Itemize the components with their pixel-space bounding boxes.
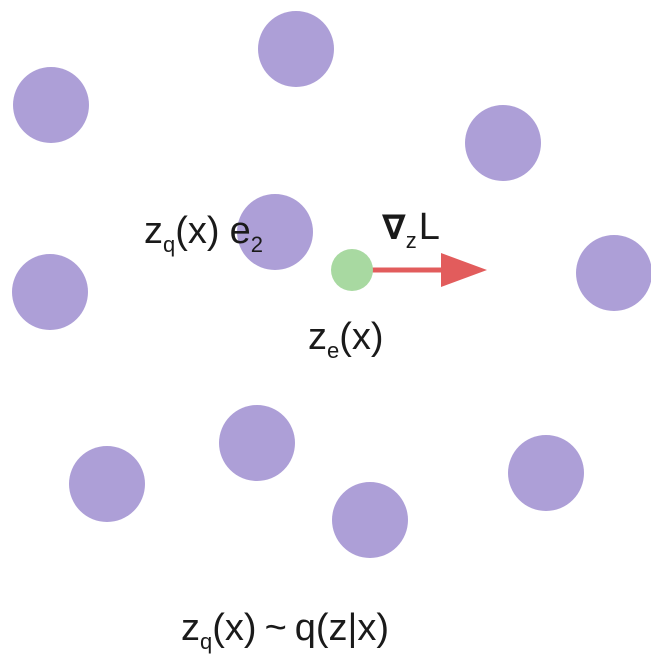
loss-symbol: L xyxy=(418,206,440,248)
ze-symbol: z xyxy=(308,316,327,358)
zq-argument: (x) xyxy=(175,210,220,252)
codebook-vector xyxy=(12,254,88,330)
gradient-label: ∇zL xyxy=(382,206,440,252)
dist-argument: (x) xyxy=(212,607,257,649)
dist-z-symbol: z xyxy=(181,607,200,649)
codebook-vector xyxy=(332,482,408,558)
quantized-vector-label: zq(x) e2 xyxy=(144,210,263,256)
distribution-caption: zq(x) ~ q(z|x) xyxy=(181,607,390,653)
encoder-output-point xyxy=(331,249,373,291)
ze-subscript: e xyxy=(327,338,340,363)
codebook-vector xyxy=(258,11,334,87)
codebook-vector xyxy=(508,435,584,511)
nabla-symbol: ∇ xyxy=(382,209,406,247)
e2-symbol: e xyxy=(229,210,251,252)
posterior-expression: q(z|x) xyxy=(294,607,390,649)
codebook-vector xyxy=(219,405,295,481)
e2-subscript: 2 xyxy=(250,232,263,257)
gradient-arrow-head xyxy=(441,253,487,287)
codebook-vectors xyxy=(12,11,651,558)
codebook-vector xyxy=(13,67,89,143)
tilde-symbol: ~ xyxy=(264,607,287,649)
dist-z-subscript: q xyxy=(200,629,213,654)
codebook-vector xyxy=(465,105,541,181)
gradient-subscript: z xyxy=(405,228,417,253)
codebook-vector xyxy=(69,446,145,522)
codebook-vector-e2 xyxy=(237,194,313,270)
encoder-output-label: ze(x) xyxy=(308,316,384,362)
gradient-arrow xyxy=(372,253,487,287)
zq-subscript: q xyxy=(163,232,176,257)
zq-symbol: z xyxy=(144,210,163,252)
ze-argument: (x) xyxy=(339,316,384,358)
codebook-vector xyxy=(576,235,651,311)
